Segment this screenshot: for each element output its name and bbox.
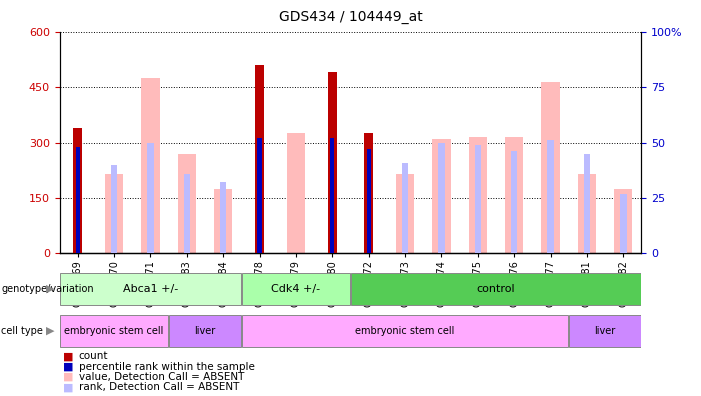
Bar — [547, 140, 554, 253]
Bar — [255, 65, 264, 253]
Bar — [60, 273, 240, 305]
Text: value, Detection Call = ABSENT: value, Detection Call = ABSENT — [79, 372, 244, 382]
Bar — [60, 314, 168, 347]
Bar — [578, 174, 596, 253]
Bar — [469, 137, 487, 253]
Text: ■: ■ — [63, 351, 74, 362]
Text: rank, Detection Call = ABSENT: rank, Detection Call = ABSENT — [79, 382, 239, 392]
Bar — [76, 147, 80, 253]
Text: ■: ■ — [63, 362, 74, 372]
Bar — [569, 314, 641, 347]
Bar — [475, 145, 481, 253]
Text: embryonic stem cell: embryonic stem cell — [64, 326, 164, 336]
Bar — [184, 173, 190, 253]
Text: ■: ■ — [63, 382, 74, 392]
Bar — [541, 82, 559, 253]
Bar — [402, 162, 408, 253]
Text: liver: liver — [194, 326, 216, 336]
Text: percentile rank within the sample: percentile rank within the sample — [79, 362, 254, 372]
Bar — [505, 137, 523, 253]
Bar — [614, 189, 632, 253]
Bar — [242, 273, 350, 305]
Text: cell type: cell type — [1, 326, 43, 336]
Text: Abca1 +/-: Abca1 +/- — [123, 284, 178, 294]
Bar — [220, 183, 226, 253]
Text: ■: ■ — [63, 372, 74, 382]
Bar — [328, 72, 337, 253]
Text: ▶: ▶ — [46, 326, 55, 336]
Text: Cdk4 +/-: Cdk4 +/- — [271, 284, 320, 294]
Bar — [511, 151, 517, 253]
Bar — [142, 78, 160, 253]
Text: count: count — [79, 351, 108, 362]
Text: embryonic stem cell: embryonic stem cell — [355, 326, 455, 336]
Bar — [214, 189, 232, 253]
Bar — [257, 138, 261, 253]
Bar — [287, 133, 305, 253]
Text: genotype/variation: genotype/variation — [1, 284, 94, 294]
Bar — [73, 128, 82, 253]
Bar — [178, 154, 196, 253]
Text: ▶: ▶ — [46, 284, 55, 294]
Bar — [242, 314, 568, 347]
Bar — [620, 194, 627, 253]
Text: GDS434 / 104449_at: GDS434 / 104449_at — [278, 10, 423, 24]
Bar — [367, 149, 371, 253]
Bar — [364, 133, 373, 253]
Bar — [170, 314, 240, 347]
Bar — [105, 174, 123, 253]
Text: liver: liver — [594, 326, 615, 336]
Bar — [351, 273, 641, 305]
Bar — [396, 174, 414, 253]
Bar — [111, 165, 117, 253]
Bar — [147, 143, 154, 253]
Text: control: control — [477, 284, 515, 294]
Bar — [330, 138, 334, 253]
Bar — [584, 154, 590, 253]
Bar — [438, 143, 444, 253]
Bar — [433, 139, 451, 253]
